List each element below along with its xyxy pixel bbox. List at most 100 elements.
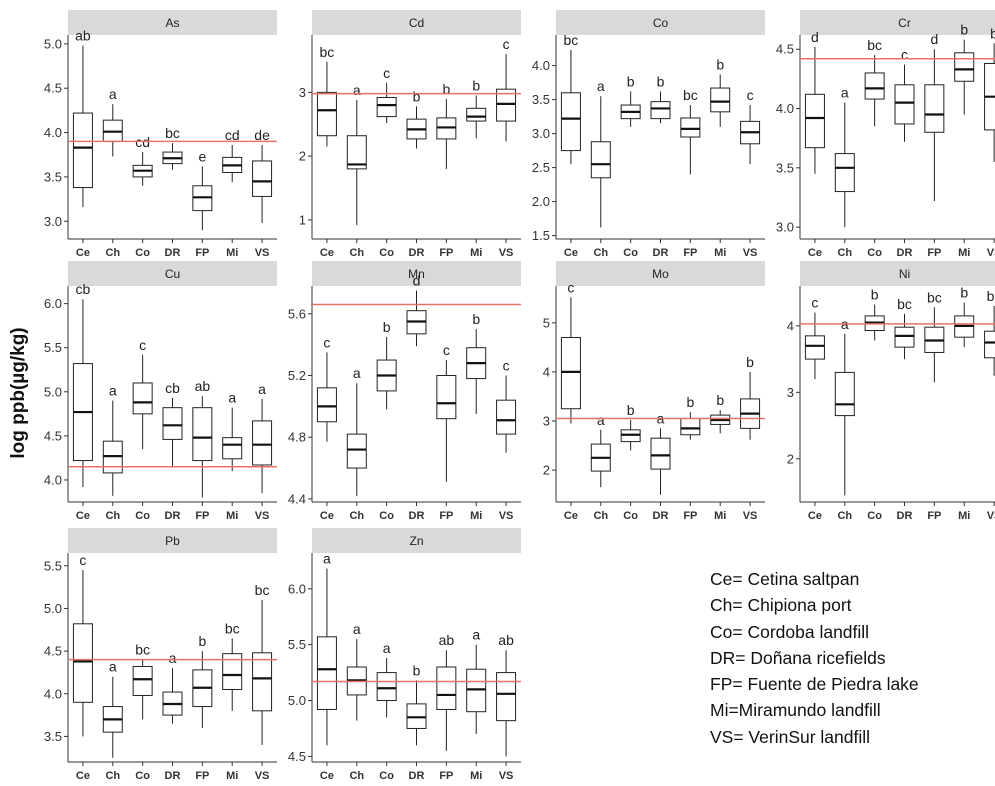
box-dr: bc (162, 125, 183, 170)
facet-cr: Cr 3.0 3.5 4.0 4.5 Ce Ch Co DR FP Mi VS d a bc c d b b (776, 10, 995, 259)
x-tick-label: Co (135, 510, 150, 522)
box-ch: a (346, 621, 367, 721)
box-iqr (894, 84, 915, 125)
significance-letter: b (383, 319, 391, 335)
box-iqr (436, 374, 457, 420)
y-tick-label: 5.0 (288, 693, 306, 708)
y-tick-label: 4.0 (44, 686, 62, 701)
box-co: bc (132, 642, 153, 720)
x-tick-label: DR (653, 247, 669, 259)
y-tick-label: 3.5 (532, 92, 550, 107)
facet-mn: Mn 4.4 4.8 5.2 5.6 Ce Ch Co DR FP Mi VS c a b d c b c (288, 261, 521, 522)
x-tick-label: Co (623, 247, 638, 259)
significance-letter: ab (195, 378, 211, 394)
box-ch: a (102, 86, 123, 157)
box-iqr (346, 433, 367, 469)
box-iqr (560, 92, 581, 152)
y-tick-label: 5.0 (44, 601, 62, 616)
x-tick-label: VS (499, 247, 514, 259)
significance-letter: a (228, 390, 236, 406)
box-co: c (376, 65, 397, 123)
facet-strip (800, 10, 995, 35)
box-iqr (252, 420, 273, 466)
x-tick-label: Ch (349, 247, 364, 259)
significance-letter: bc (867, 37, 882, 53)
box-dr: d (406, 273, 427, 347)
y-tick-label: 2.5 (532, 160, 550, 175)
box-vs: c (740, 87, 761, 165)
x-tick-label: DR (897, 510, 913, 522)
box-dr: b (406, 88, 427, 149)
x-tick-label: FP (195, 510, 209, 522)
y-tick-label: 4.4 (288, 491, 306, 506)
significance-letter: b (627, 73, 635, 89)
significance-letter: bc (564, 32, 579, 48)
y-tick-label: 4.0 (776, 101, 794, 116)
significance-letter: a (323, 551, 331, 567)
box-ce: ab (72, 28, 93, 208)
x-tick-label: Co (379, 770, 394, 782)
box-vs: b (984, 25, 995, 162)
box-fp: e (192, 148, 213, 231)
significance-letter: b (871, 287, 879, 303)
box-iqr (680, 418, 701, 436)
y-tick-label: 3.0 (44, 214, 62, 229)
box-iqr (436, 666, 457, 710)
y-tick-label: 4.5 (776, 42, 794, 57)
y-tick-label: 4.5 (44, 428, 62, 443)
box-iqr (252, 160, 273, 197)
significance-letter: cd (225, 127, 240, 143)
box-iqr (864, 72, 885, 100)
box-iqr (894, 326, 915, 348)
box-fp: d (924, 31, 945, 202)
box-iqr (466, 668, 487, 713)
x-tick-label: Co (623, 510, 638, 522)
significance-letter: b (413, 88, 421, 104)
significance-letter: a (597, 78, 605, 94)
x-tick-label: DR (409, 770, 425, 782)
significance-letter: b (746, 354, 754, 370)
x-tick-label: FP (195, 247, 209, 259)
x-tick-label: Mi (470, 247, 482, 259)
y-tick-label: 5.5 (288, 637, 306, 652)
box-vs: bc (984, 288, 995, 376)
box-ch: a (834, 316, 855, 496)
box-fp: ab (436, 632, 457, 751)
significance-letter: bc (683, 87, 698, 103)
x-tick-label: Ch (105, 247, 120, 259)
x-tick-label: Ce (808, 510, 822, 522)
box-fp: bc (924, 289, 945, 383)
box-ce: c (804, 295, 825, 380)
y-tick-label: 3.0 (532, 126, 550, 141)
facet-title: Pb (165, 534, 180, 548)
box-mi: b (710, 56, 731, 127)
x-tick-label: Ch (593, 247, 608, 259)
significance-letter: c (747, 87, 754, 103)
facet-as: As3.03.54.04.55.0Ce Ch Co DR FP Mi VSabacdbcec… (44, 10, 277, 259)
box-iqr (72, 623, 93, 703)
significance-letter: d (811, 29, 819, 45)
x-tick-label: Ch (349, 770, 364, 782)
box-fp: ab (192, 378, 213, 498)
box-iqr (804, 93, 825, 149)
significance-letter: b (686, 394, 694, 410)
box-mi: b (954, 285, 975, 348)
x-tick-label: VS (743, 247, 758, 259)
x-tick-label: FP (683, 510, 697, 522)
x-tick-label: Mi (958, 510, 970, 522)
y-tick-label: 3.5 (776, 160, 794, 175)
box-vs: c (496, 36, 517, 142)
y-tick-label: 3 (299, 85, 306, 100)
box-fp: b (192, 633, 213, 728)
significance-letter: b (198, 633, 206, 649)
x-tick-label: Mi (714, 247, 726, 259)
box-ce: cb (72, 281, 93, 488)
box-ce: c (316, 334, 337, 442)
box-ch: a (346, 82, 367, 225)
y-tick-label: 5 (543, 315, 550, 330)
x-tick-label: Ch (349, 510, 364, 522)
significance-letter: b (960, 22, 968, 38)
x-tick-label: DR (409, 247, 425, 259)
x-tick-label: Ce (76, 510, 90, 522)
y-tick-label: 5.5 (44, 340, 62, 355)
